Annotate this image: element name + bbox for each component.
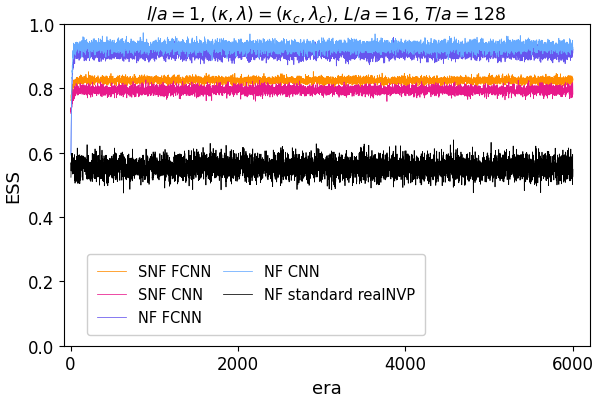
- SNF FCNN: [208, 81, 215, 86]
- NF standard realNVP: [569, 168, 577, 172]
- NF CNN: [569, 46, 577, 51]
- NF FCNN: [390, 36, 397, 41]
- NF standard realNVP: [208, 174, 215, 179]
- SNF CNN: [208, 91, 215, 95]
- SNF CNN: [67, 106, 74, 111]
- NF CNN: [208, 45, 215, 50]
- Line: NF CNN: NF CNN: [71, 34, 573, 156]
- SNF FCNN: [202, 78, 209, 83]
- SNF FCNN: [390, 78, 397, 83]
- NF standard realNVP: [98, 169, 106, 174]
- NF FCNN: [495, 58, 502, 63]
- SNF CNN: [202, 91, 209, 95]
- SNF CNN: [390, 88, 397, 93]
- NF FCNN: [486, 47, 493, 51]
- Title: $l/a = 1$, $(\kappa, \lambda) = (\kappa_c, \lambda_c)$, $L/a = 16$, $T/a = 128$: $l/a = 1$, $(\kappa, \lambda) = (\kappa_…: [146, 4, 507, 25]
- SNF CNN: [486, 88, 493, 93]
- SNF FCNN: [310, 70, 317, 75]
- NF FCNN: [202, 51, 209, 55]
- NF CNN: [495, 44, 502, 49]
- NF standard realNVP: [120, 191, 127, 196]
- Y-axis label: ESS: ESS: [4, 168, 22, 203]
- SNF FCNN: [495, 73, 502, 78]
- SNF FCNN: [98, 77, 106, 81]
- NF FCNN: [389, 55, 397, 59]
- NF FCNN: [208, 49, 215, 53]
- SNF FCNN: [67, 99, 74, 103]
- SNF CNN: [495, 90, 502, 95]
- SNF FCNN: [486, 81, 493, 85]
- Line: SNF CNN: SNF CNN: [71, 81, 573, 114]
- SNF CNN: [142, 78, 149, 83]
- Line: NF FCNN: NF FCNN: [71, 38, 573, 155]
- NF standard realNVP: [389, 168, 397, 173]
- NF CNN: [67, 154, 74, 158]
- NF CNN: [389, 43, 397, 48]
- NF FCNN: [67, 152, 74, 157]
- Line: NF standard realNVP: NF standard realNVP: [71, 140, 573, 194]
- Line: SNF FCNN: SNF FCNN: [71, 73, 573, 101]
- NF CNN: [140, 31, 147, 36]
- SNF FCNN: [569, 79, 577, 83]
- NF FCNN: [98, 49, 106, 54]
- SNF CNN: [98, 90, 106, 95]
- NF CNN: [202, 44, 209, 49]
- SNF FCNN: [67, 99, 74, 103]
- SNF CNN: [67, 112, 74, 117]
- X-axis label: era: era: [312, 379, 341, 397]
- NF standard realNVP: [450, 138, 457, 143]
- Legend: SNF FCNN, SNF CNN, NF FCNN, NF CNN, NF standard realNVP: SNF FCNN, SNF CNN, NF FCNN, NF CNN, NF s…: [87, 254, 425, 335]
- NF CNN: [486, 43, 493, 48]
- NF CNN: [98, 41, 106, 46]
- SNF CNN: [569, 93, 577, 97]
- NF FCNN: [569, 51, 577, 56]
- NF standard realNVP: [202, 158, 209, 162]
- NF standard realNVP: [67, 175, 74, 180]
- NF standard realNVP: [495, 168, 502, 173]
- NF standard realNVP: [486, 174, 493, 179]
